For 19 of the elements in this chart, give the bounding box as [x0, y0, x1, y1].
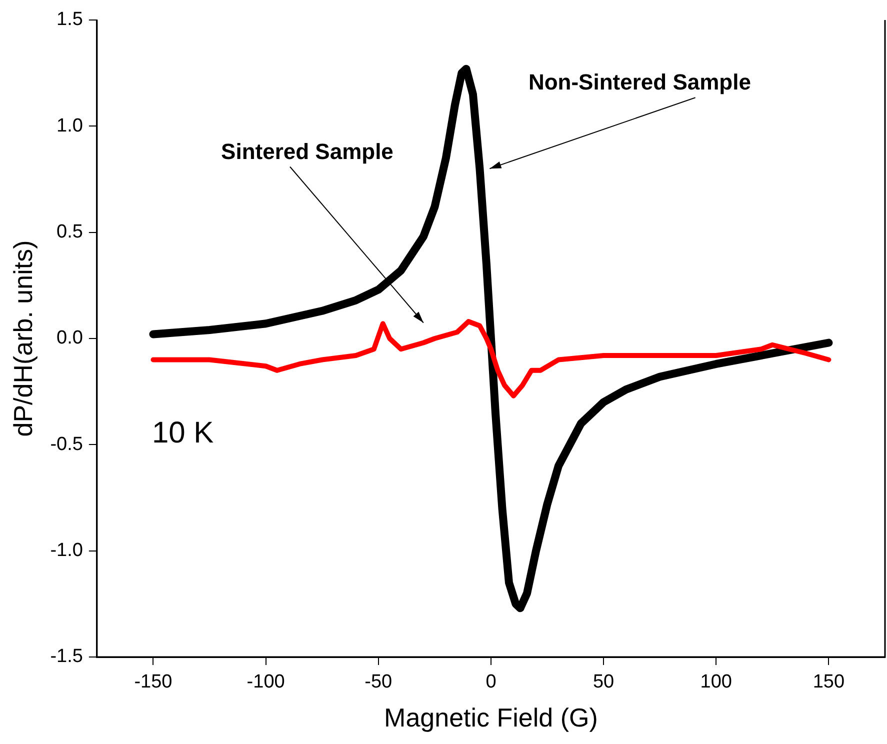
annotation: 10 K	[152, 416, 214, 450]
x-axis-title: Magnetic Field (G)	[384, 702, 598, 733]
x-tick-label: 150	[812, 672, 845, 693]
x-tick-label: 100	[700, 672, 732, 693]
annotation: Non-Sintered Sample	[528, 70, 751, 95]
x-tick-label: -100	[246, 672, 285, 693]
annotation: Sintered Sample	[221, 138, 394, 164]
y-tick-label: -0.5	[50, 434, 83, 455]
y-axis-title: dP/dH(arb. units)	[8, 240, 38, 437]
y-tick-label: -1.5	[50, 646, 83, 668]
y-tick-label: 1.0	[56, 115, 83, 136]
y-tick-label: 1.5	[56, 9, 83, 30]
x-tick-label: 0	[486, 672, 496, 693]
y-tick-label: -1.0	[50, 540, 83, 562]
x-tick-label: -50	[364, 672, 392, 693]
x-tick-label: -150	[134, 672, 172, 693]
x-tick-label: 50	[592, 672, 614, 693]
y-tick-label: 0.5	[56, 222, 83, 243]
y-tick-label: 0.0	[56, 328, 83, 349]
